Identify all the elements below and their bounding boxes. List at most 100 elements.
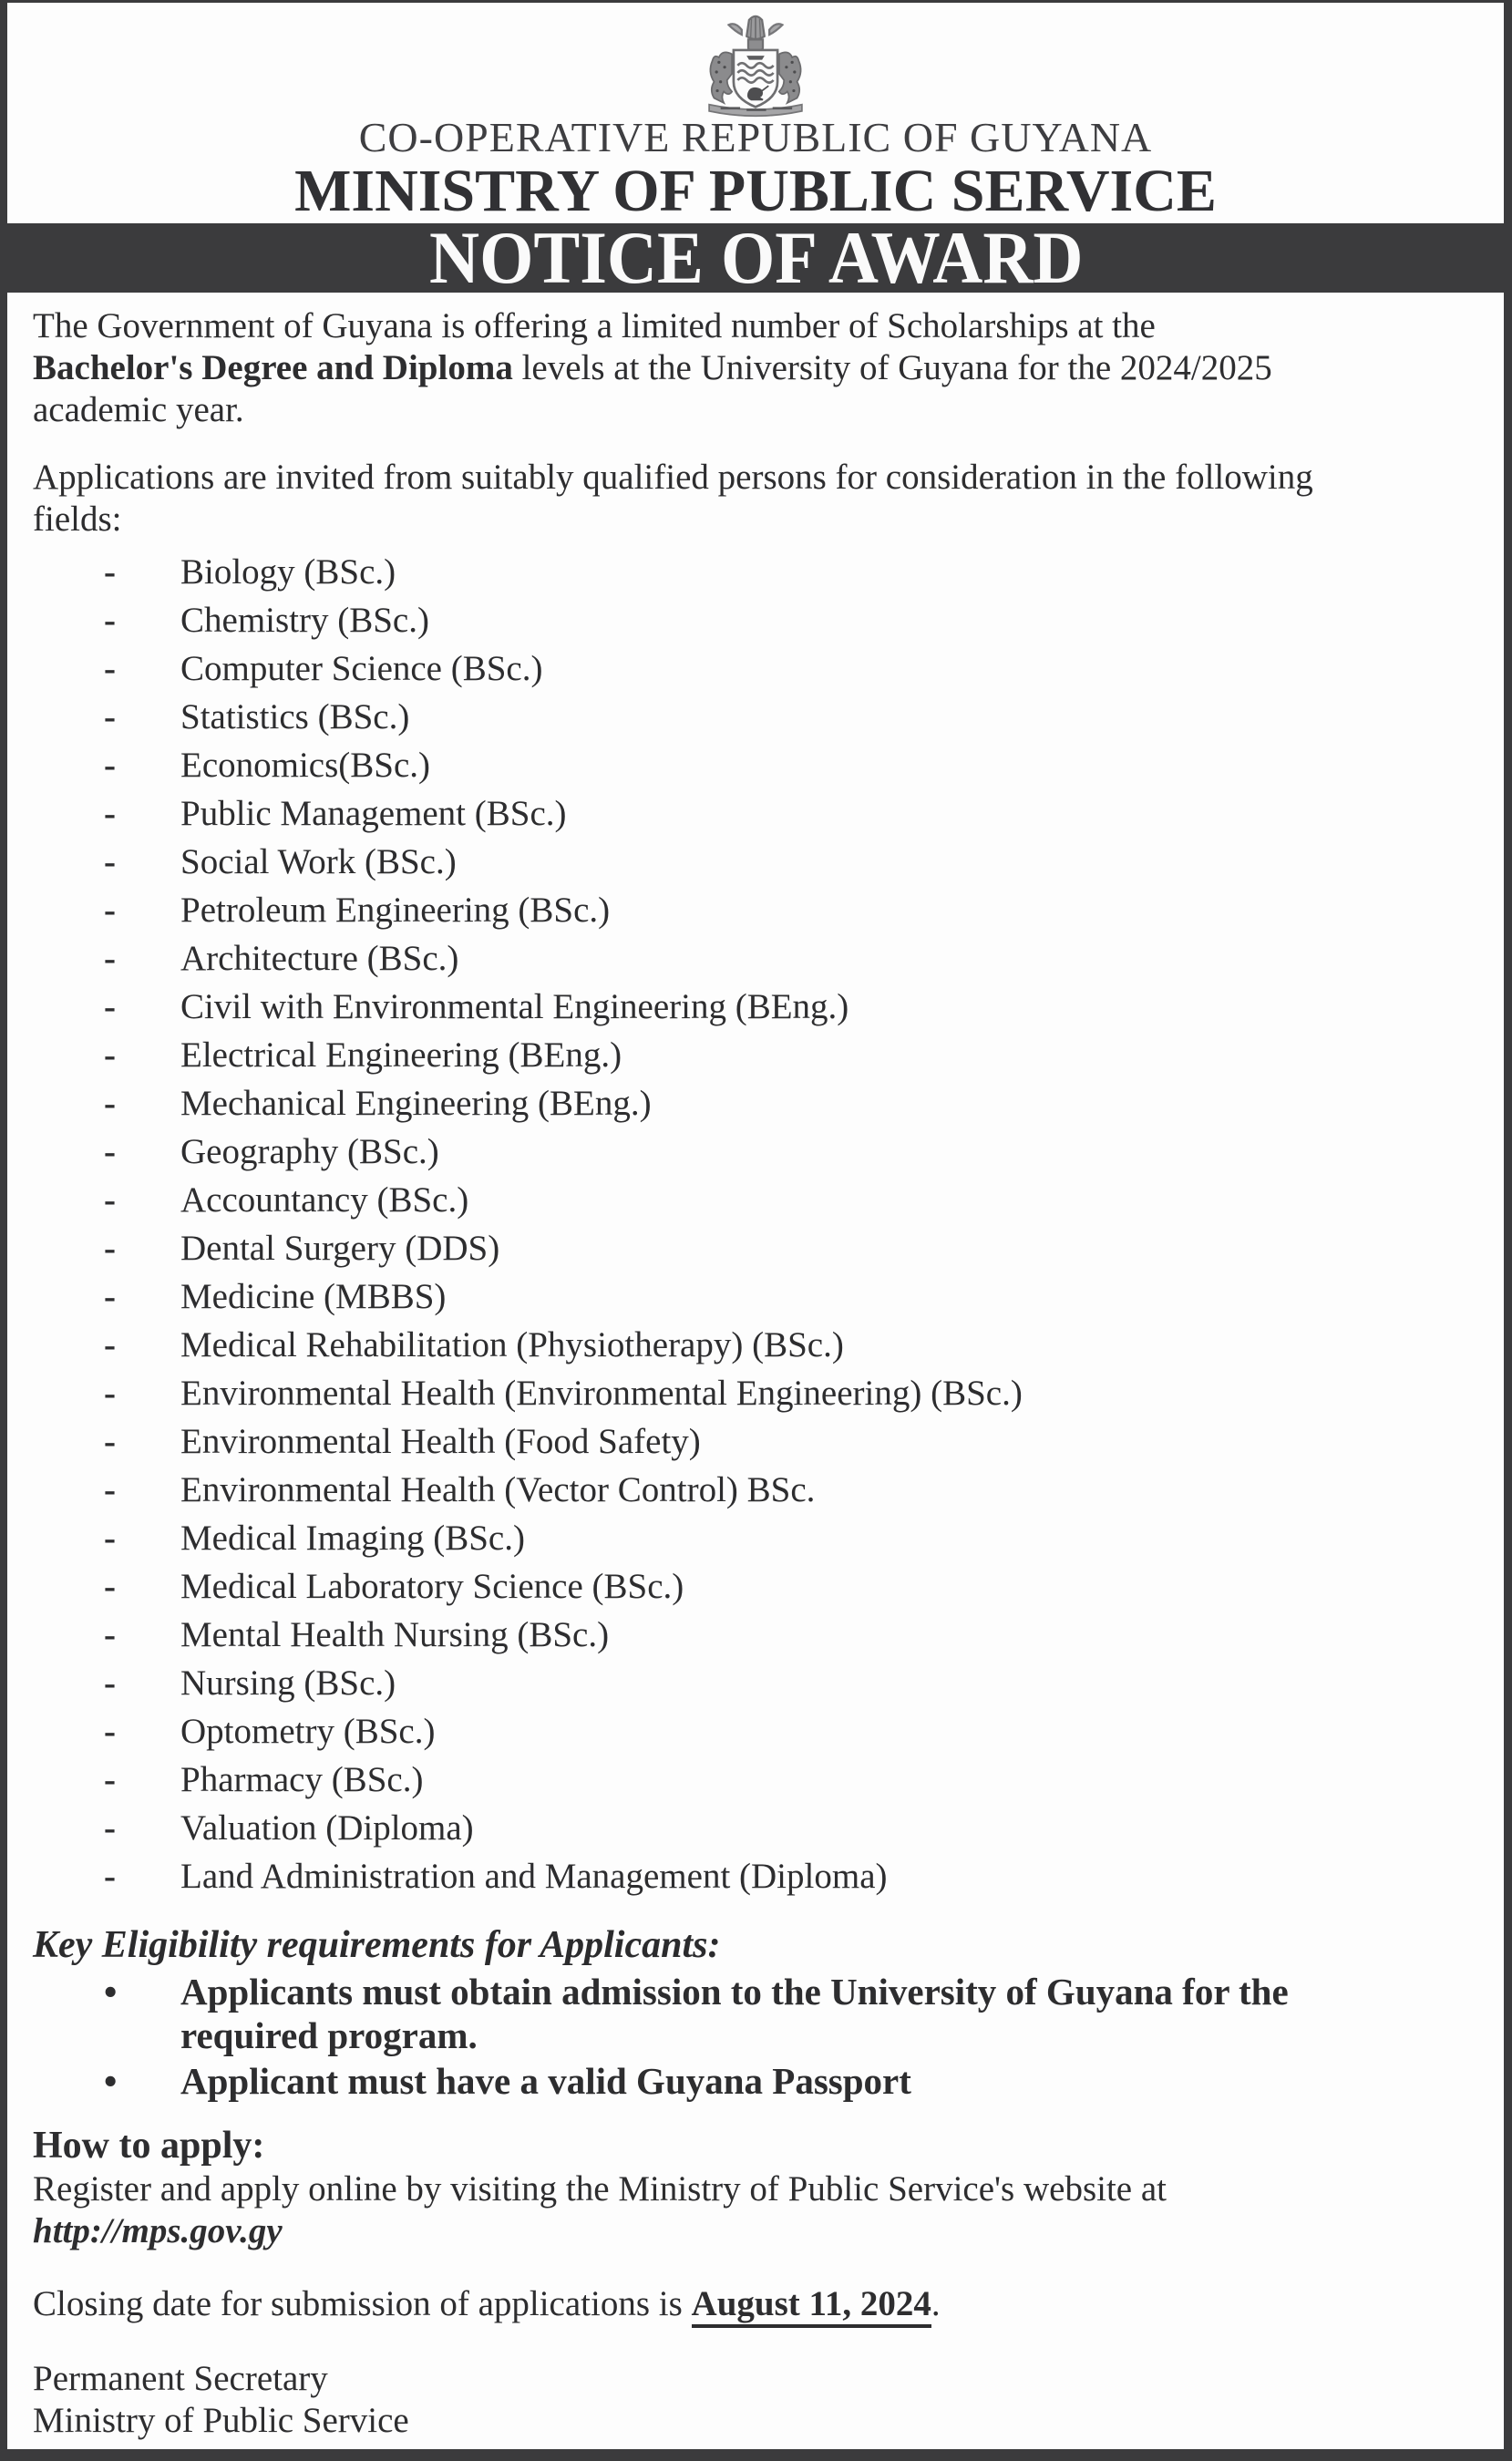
how-to-apply-text: Register and apply online by visiting th…: [33, 2168, 1467, 2252]
banner-title: NOTICE OF AWARD: [428, 216, 1084, 299]
field-label: Dental Surgery (DDS): [180, 1229, 500, 1268]
text-segment: required program.: [180, 2014, 478, 2056]
field-label: Social Work (BSc.): [180, 842, 457, 881]
field-label: Economics(BSc.): [180, 746, 431, 785]
field-label: Optometry (BSc.): [180, 1712, 436, 1751]
field-list-item: - Nursing (BSc.): [33, 1659, 1467, 1707]
dash-marker: -: [104, 1663, 116, 1703]
field-list-item: - Electrical Engineering (BEng.): [33, 1031, 1467, 1079]
field-label: Mechanical Engineering (BEng.): [180, 1084, 652, 1123]
text-segment: The Government of Guyana is offering a l…: [33, 306, 1156, 345]
text-line: academic year.: [33, 389, 1467, 431]
dash-marker: -: [104, 1808, 116, 1848]
text-line: Applicant must have a valid Guyana Passp…: [180, 2059, 1467, 2103]
dash-marker: -: [104, 746, 116, 785]
field-list-item: - Environmental Health (Environmental Eng…: [33, 1369, 1467, 1417]
field-label: Mental Health Nursing (BSc.): [180, 1615, 610, 1654]
text-segment: Bachelor's Degree and Diploma: [33, 348, 513, 387]
field-list-item: - Medical Laboratory Science (BSc.): [33, 1562, 1467, 1611]
dash-marker: -: [104, 1567, 116, 1606]
field-list-item: - Dental Surgery (DDS): [33, 1224, 1467, 1272]
field-list-item: - Environmental Health (Vector Control) B…: [33, 1466, 1467, 1514]
text-segment: Applications are invited from suitably q…: [33, 458, 1313, 497]
bullet-marker-icon: •: [104, 1971, 118, 2013]
text-segment: fields:: [33, 499, 122, 539]
field-list-item: - Computer Science (BSc.): [33, 644, 1467, 693]
text-line: http://mps.gov.gy: [33, 2210, 1467, 2252]
field-label: Geography (BSc.): [180, 1132, 439, 1171]
text-segment: academic year.: [33, 390, 244, 429]
dash-marker: -: [104, 1325, 116, 1364]
field-list-item: - Mental Health Nursing (BSc.): [33, 1611, 1467, 1659]
dash-marker: -: [104, 1229, 116, 1268]
field-list-item: - Medical Rehabilitation (Physiotherapy) …: [33, 1321, 1467, 1369]
dash-marker: -: [104, 794, 116, 833]
field-list-item: - Statistics (BSc.): [33, 693, 1467, 741]
field-list-item: - Chemistry (BSc.): [33, 596, 1467, 644]
text-segment: Register and apply online by visiting th…: [33, 2169, 1167, 2209]
field-list-item: - Architecture (BSc.): [33, 934, 1467, 983]
dash-marker: -: [104, 1760, 116, 1799]
country-title: CO-OPERATIVE REPUBLIC OF GUYANA: [358, 114, 1153, 160]
eligibility-bullet-2: • Applicant must have a valid Guyana Pas…: [33, 2059, 1467, 2103]
guyana-coat-of-arms-icon: [708, 15, 803, 118]
bullet-text: Applicant must have a valid Guyana Passp…: [180, 2059, 1467, 2103]
field-label: Chemistry (BSc.): [180, 601, 429, 640]
eligibility-heading: Key Eligibility requirements for Applica…: [33, 1924, 721, 1966]
field-label: Biology (BSc.): [180, 552, 396, 592]
document-body-panel: The Government of Guyana is offering a l…: [7, 293, 1504, 2449]
text-segment: levels at the University of Guyana for t…: [512, 348, 1272, 387]
invitation-paragraph: Applications are invited from suitably q…: [33, 457, 1467, 541]
fields-list: - Biology (BSc.) - Chemistry (BSc.) - Compute…: [33, 548, 1467, 1900]
dash-marker: -: [104, 939, 116, 978]
field-list-item: - Civil with Environmental Engineering (B…: [33, 983, 1467, 1031]
field-label: Electrical Engineering (BEng.): [180, 1035, 622, 1075]
field-list-item: - Biology (BSc.): [33, 548, 1467, 596]
field-list-item: - Valuation (Diploma): [33, 1804, 1467, 1852]
field-label: Environmental Health (Food Safety): [180, 1422, 701, 1461]
field-list-item: - Pharmacy (BSc.): [33, 1756, 1467, 1804]
text-segment: http://mps.gov.gy: [33, 2211, 283, 2250]
field-list-item: - Optometry (BSc.): [33, 1707, 1467, 1756]
dash-marker: -: [104, 1277, 116, 1316]
field-label: Civil with Environmental Engineering (BE…: [180, 987, 849, 1026]
field-label: Environmental Health (Vector Control) BS…: [180, 1470, 816, 1509]
text-segment: Permanent Secretary: [33, 2359, 328, 2398]
field-list-item: - Medicine (MBBS): [33, 1272, 1467, 1321]
dash-marker: -: [104, 1422, 116, 1461]
field-list-item: - Economics(BSc.): [33, 741, 1467, 789]
dash-marker: -: [104, 1857, 116, 1896]
field-label: Petroleum Engineering (BSc.): [180, 891, 611, 930]
field-list-item: - Public Management (BSc.): [33, 789, 1467, 838]
field-label: Medical Rehabilitation (Physiotherapy) (…: [180, 1325, 844, 1364]
dash-marker: -: [104, 842, 116, 881]
field-label: Medicine (MBBS): [180, 1277, 447, 1316]
text-segment: Ministry of Public Service: [33, 2401, 409, 2440]
field-label: Medical Imaging (BSc.): [180, 1519, 525, 1558]
text-segment: Applicants must obtain admission to the …: [180, 1971, 1289, 2013]
dash-marker: -: [104, 649, 116, 688]
dash-marker: -: [104, 1519, 116, 1558]
text-line: Permanent Secretary: [33, 2358, 1467, 2400]
emblem-wrap: [7, 12, 1504, 118]
dash-marker: -: [104, 891, 116, 930]
field-label: Statistics (BSc.): [180, 697, 410, 736]
signature-block: Permanent Secretary Ministry of Public Se…: [33, 2358, 1467, 2442]
closing-date-line: Closing date for submission of applicati…: [33, 2283, 1467, 2328]
text-line: fields:: [33, 499, 1467, 541]
field-label: Architecture (BSc.): [180, 939, 459, 978]
field-list-item: - Medical Imaging (BSc.): [33, 1514, 1467, 1562]
dash-marker: -: [104, 1132, 116, 1171]
bullet-marker-icon: •: [104, 2060, 118, 2102]
text-line: The Government of Guyana is offering a l…: [33, 305, 1467, 347]
field-label: Environmental Health (Environmental Engi…: [180, 1374, 1023, 1413]
how-to-apply-heading: How to apply:: [33, 2125, 265, 2167]
eligibility-bullet-1: • Applicants must obtain admission to th…: [33, 1970, 1467, 2057]
award-banner: NOTICE OF AWARD: [0, 216, 1512, 299]
ministry-title: MINISTRY OF PUBLIC SERVICE: [294, 158, 1217, 224]
field-label: Medical Laboratory Science (BSc.): [180, 1567, 684, 1606]
text-segment: Closing date for submission of applicati…: [33, 2284, 692, 2323]
text-segment: .: [931, 2284, 941, 2323]
text-line: Ministry of Public Service: [33, 2400, 1467, 2442]
